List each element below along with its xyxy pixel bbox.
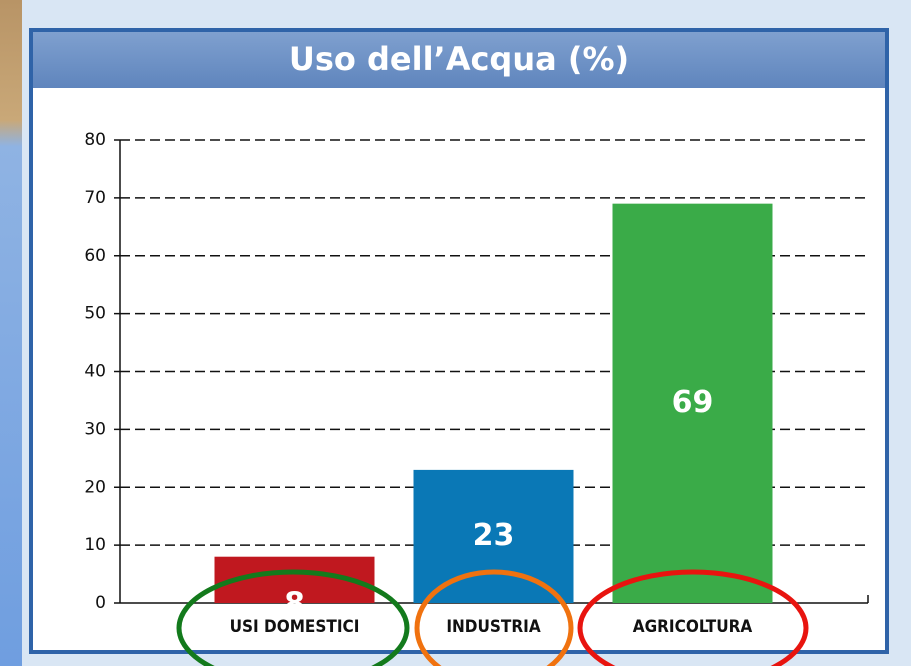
- y-tick-label: 80: [84, 130, 106, 150]
- data-label: 69: [672, 385, 714, 420]
- y-tick-label: 50: [84, 304, 106, 324]
- ellipse: [414, 569, 574, 666]
- data-label: 8: [284, 587, 305, 622]
- bar: [612, 203, 773, 603]
- x-tick-label: INDUSTRIA: [446, 617, 541, 637]
- ellipse: [176, 569, 410, 666]
- y-tick-label: 20: [84, 477, 106, 497]
- y-tick-label: 0: [95, 593, 106, 613]
- title-bar: [33, 32, 885, 88]
- y-tick-label: 30: [84, 419, 106, 439]
- y-tick-label: 60: [84, 246, 106, 266]
- data-label: 23: [473, 518, 515, 553]
- side-strip: [0, 0, 22, 666]
- annotations: [176, 569, 809, 666]
- bar: [413, 469, 574, 603]
- y-tick-label: 40: [84, 362, 106, 382]
- chart-title: Uso dell’Acqua (%): [289, 40, 629, 78]
- ellipse: [577, 569, 809, 666]
- x-tick-label: USI DOMESTICI: [230, 617, 360, 637]
- x-tick-label: AGRICOLTURA: [633, 617, 753, 637]
- y-tick-label: 10: [84, 535, 106, 555]
- y-tick-label: 70: [84, 188, 106, 208]
